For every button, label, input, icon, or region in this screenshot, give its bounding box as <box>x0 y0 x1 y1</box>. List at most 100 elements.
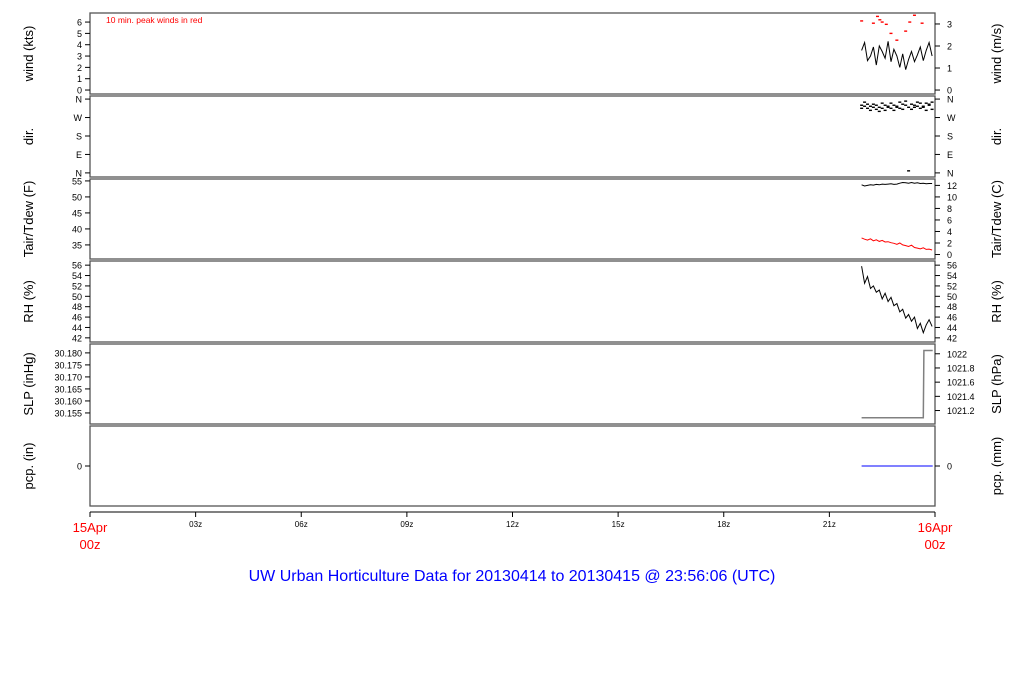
dir-left-tick-label: S <box>76 131 82 141</box>
dir-point <box>907 170 911 172</box>
wind-peak-point <box>860 20 864 22</box>
wind-peak-point <box>878 19 882 21</box>
dir-point <box>892 104 896 106</box>
wind-peak-point <box>895 39 899 41</box>
dir-right-tick-label: N <box>947 95 954 105</box>
wind-peak-point <box>908 21 912 23</box>
dir-point <box>907 106 911 108</box>
slp-left-tick-label: 30.170 <box>54 372 82 382</box>
chart-title: UW Urban Horticulture Data for 20130414 … <box>248 568 776 585</box>
dir-left-tick-label: N <box>76 168 83 178</box>
temp-right-tick-label: 0 <box>947 250 952 260</box>
wind-peak-point <box>889 32 893 35</box>
x-axis-date-label: 15Apr <box>73 520 108 535</box>
dir-point <box>866 107 870 110</box>
rh-left-tick-label: 48 <box>72 302 82 312</box>
temp-right-tick-label: 4 <box>947 227 952 237</box>
temp-panel-frame <box>89 178 936 260</box>
pcp-panel-frame <box>89 425 936 507</box>
temp-left-tick-label: 55 <box>72 176 82 186</box>
dir-right-tick-label: N <box>947 168 954 178</box>
rh-right-tick-label: 44 <box>947 323 957 333</box>
rh-ylabel: RH (%) <box>21 280 36 323</box>
wind-left-tick-label: 4 <box>77 40 82 50</box>
wind-peak-point <box>880 21 884 23</box>
rh-right-tick-label: 56 <box>947 261 957 271</box>
x-axis-tick-label: 12z <box>506 520 519 529</box>
wind-left-tick-label: 5 <box>77 29 82 39</box>
dir-point <box>889 102 893 104</box>
x-axis-tick-label: 15z <box>612 520 625 529</box>
pcp-left-tick-label: 0 <box>77 462 82 472</box>
rh-left-tick-label: 46 <box>72 313 82 323</box>
slp-right-tick-label: 1021.4 <box>947 392 975 402</box>
slp-left-tick-label: 30.155 <box>54 408 82 418</box>
wind-right-tick-label: 3 <box>947 19 952 29</box>
dir-ylabel: dir. <box>21 128 36 145</box>
dir-panel-frame <box>89 95 936 178</box>
dir-point <box>901 103 905 105</box>
temp-ylabel: Tair/Tdew (F) <box>21 181 36 258</box>
temp-left-tick-label: 50 <box>72 192 82 202</box>
wind-peak-point <box>904 30 908 32</box>
rh-left-tick-label: 52 <box>72 281 82 291</box>
pcp-right-tick-label: 0 <box>947 462 952 472</box>
x-axis-tick-label: 03z <box>189 520 202 529</box>
wind-ylabel-right: wind (m/s) <box>989 24 1004 85</box>
dir-point <box>912 106 916 108</box>
dir-point <box>904 100 908 102</box>
dir-point <box>871 106 875 108</box>
slp-right-tick-label: 1022 <box>947 349 967 359</box>
dir-point <box>877 106 881 108</box>
rh-series-line <box>861 266 933 335</box>
wind-series-line <box>861 40 933 70</box>
slp-left-tick-label: 30.160 <box>54 396 82 406</box>
x-axis-tick-label: 18z <box>717 520 730 529</box>
rh-right-tick-label: 50 <box>947 292 957 302</box>
dir-point <box>930 108 934 111</box>
dir-point <box>886 105 890 107</box>
dir-point <box>927 104 931 106</box>
rh-left-tick-label: 56 <box>72 261 82 271</box>
rh-right-tick-label: 52 <box>947 281 957 291</box>
dir-point <box>924 109 928 112</box>
rh-right-tick-label: 54 <box>947 271 957 281</box>
dir-point <box>863 101 867 103</box>
dir-point <box>904 104 908 106</box>
dir-point <box>921 106 925 108</box>
dir-point <box>930 101 934 103</box>
wind-left-tick-label: 2 <box>77 63 82 73</box>
slp-series-line <box>861 349 933 419</box>
dir-point <box>883 109 887 112</box>
temp-left-tick-label: 45 <box>72 208 82 218</box>
rh-right-tick-label: 46 <box>947 313 957 323</box>
slp-right-tick-label: 1021.2 <box>947 406 975 416</box>
wind-peak-point <box>871 22 875 24</box>
wind-left-tick-label: 0 <box>77 86 82 96</box>
x-axis-tick-label: 21z <box>823 520 836 529</box>
temp-ylabel-right: Tair/Tdew (C) <box>989 180 1004 258</box>
slp-right-tick-label: 1021.8 <box>947 363 975 373</box>
dir-left-tick-label: E <box>76 150 82 160</box>
dir-point <box>895 106 899 108</box>
rh-right-tick-label: 42 <box>947 333 957 343</box>
dir-point <box>927 103 931 105</box>
dir-point <box>915 101 919 103</box>
dir-right-tick-label: E <box>947 150 953 160</box>
slp-ylabel: SLP (inHg) <box>21 352 36 415</box>
x-axis-date-label: 16Apr <box>918 520 953 535</box>
wind-peak-point <box>884 23 888 26</box>
dir-point <box>868 109 872 112</box>
x-axis-tick-label: 06z <box>295 520 308 529</box>
wind-ylabel: wind (kts) <box>21 26 36 83</box>
wind-right-tick-label: 2 <box>947 41 952 51</box>
rh-left-tick-label: 44 <box>72 323 82 333</box>
dir-right-tick-label: W <box>947 113 956 123</box>
wind-panel-frame <box>89 12 936 95</box>
dir-point <box>915 105 919 107</box>
dir-point <box>880 107 884 110</box>
dir-point <box>910 108 914 111</box>
dir-point <box>860 104 864 106</box>
wind-left-tick-label: 3 <box>77 52 82 62</box>
